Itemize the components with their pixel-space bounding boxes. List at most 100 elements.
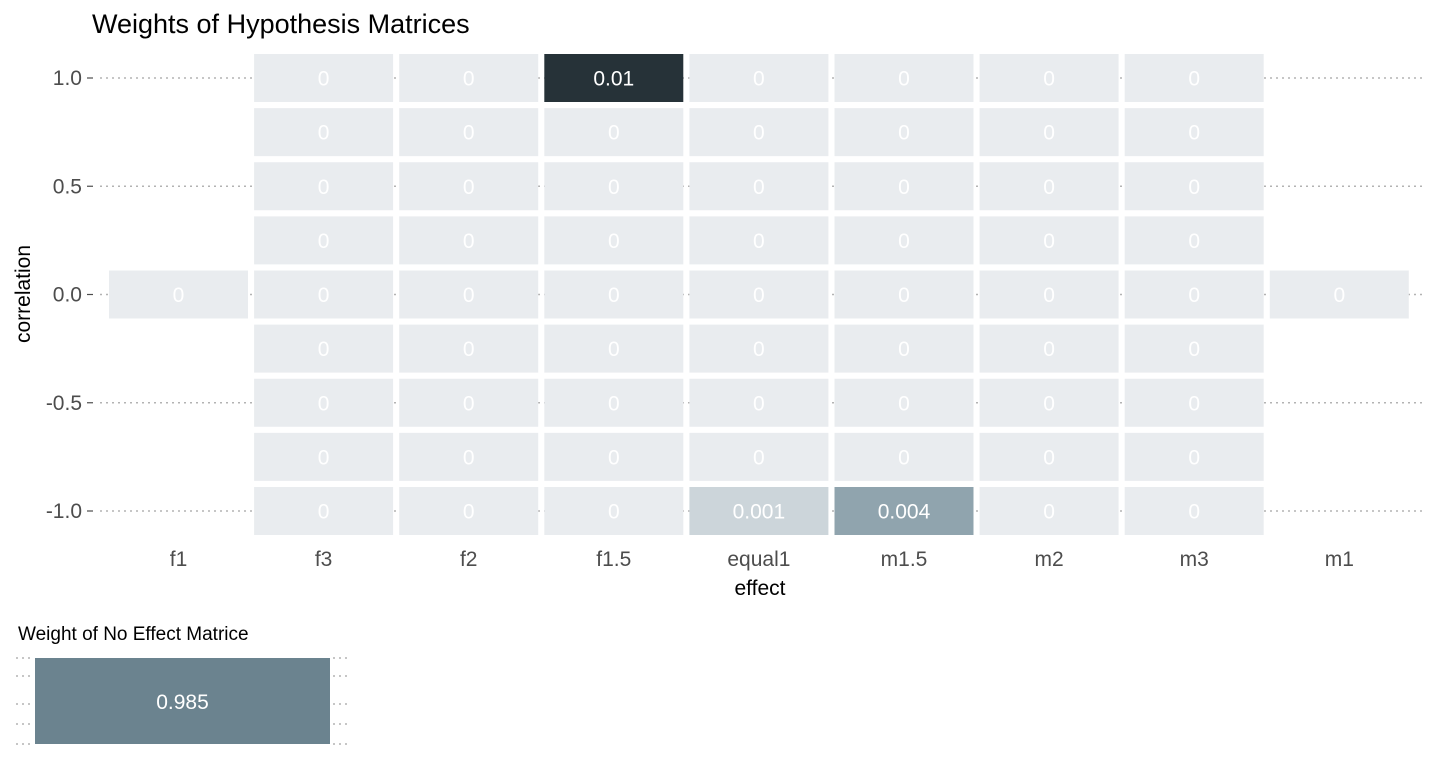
heatmap-cell-label: 0.001 bbox=[733, 501, 786, 524]
heatmap-cell-label: 0 bbox=[1188, 230, 1200, 253]
no-effect-title: Weight of No Effect Matrice bbox=[18, 624, 249, 645]
heatmap-cell-label: 0 bbox=[1333, 284, 1345, 307]
heatmap-cells: 0 0 0 0 0.01 0 0 0 0 0 0 0 0 0 0 0 0 0 0 0 0 0 0 0 0 0 0 0 0 0 0 0 0 0 0 0 0… bbox=[109, 54, 1409, 535]
heatmap-cell-label: 0 bbox=[318, 68, 330, 91]
x-tick-label: f1.5 bbox=[596, 548, 631, 571]
heatmap-cell bbox=[1124, 162, 1264, 211]
x-axis-label: effect bbox=[735, 577, 786, 600]
y-tick-label: -1.0 bbox=[46, 500, 82, 523]
heatmap-cell bbox=[689, 54, 829, 102]
heatmap-cell bbox=[689, 487, 829, 535]
heatmap-cell bbox=[254, 108, 394, 157]
heatmap-cell-label: 0 bbox=[1188, 68, 1200, 91]
heatmap-cell bbox=[834, 162, 974, 211]
heatmap-cell bbox=[834, 378, 974, 427]
heatmap-cell bbox=[979, 162, 1119, 211]
heatmap-cell-label: 0 bbox=[898, 68, 910, 91]
heatmap-cell-label: 0 bbox=[1043, 338, 1055, 361]
x-tick-label: m2 bbox=[1035, 548, 1064, 571]
x-tick-label: m1 bbox=[1325, 548, 1354, 571]
heatmap-cell bbox=[544, 432, 684, 481]
heatmap-cell-label: 0 bbox=[753, 338, 765, 361]
heatmap-cell-label: 0 bbox=[1188, 392, 1200, 415]
no-effect-cell-label: 0.985 bbox=[156, 691, 209, 714]
heatmap-cell-label: 0 bbox=[608, 338, 620, 361]
heatmap-cell bbox=[979, 324, 1119, 373]
heatmap-cell bbox=[399, 108, 539, 157]
heatmap-cell bbox=[834, 487, 974, 535]
heatmap-cell-label: 0 bbox=[318, 501, 330, 524]
heatmap-cell-label: 0 bbox=[1043, 284, 1055, 307]
heatmap-cell-label: 0 bbox=[1043, 446, 1055, 469]
heatmap-cell-label: 0 bbox=[753, 68, 765, 91]
heatmap-cell bbox=[254, 378, 394, 427]
heatmap-cell bbox=[834, 108, 974, 157]
heatmap-cell-label: 0 bbox=[1043, 122, 1055, 145]
heatmap-cell bbox=[689, 216, 829, 265]
heatmap-cell-label: 0 bbox=[463, 501, 475, 524]
heatmap-cell-label: 0 bbox=[608, 122, 620, 145]
heatmap-cell bbox=[399, 162, 539, 211]
heatmap-cell-label: 0 bbox=[318, 122, 330, 145]
heatmap-cell-label: 0 bbox=[318, 284, 330, 307]
heatmap-cell-label: 0 bbox=[318, 392, 330, 415]
heatmap-cell bbox=[254, 487, 394, 535]
heatmap-cell bbox=[834, 324, 974, 373]
heatmap-cell bbox=[544, 270, 684, 319]
heatmap-cell-label: 0 bbox=[463, 176, 475, 199]
heatmap-cell-label: 0 bbox=[1188, 501, 1200, 524]
heatmap-cell bbox=[689, 108, 829, 157]
heatmap-cell bbox=[544, 378, 684, 427]
heatmap-cell-label: 0 bbox=[318, 230, 330, 253]
heatmap-cell-label: 0 bbox=[753, 122, 765, 145]
heatmap-cell bbox=[109, 270, 248, 319]
heatmap-cell-label: 0 bbox=[1188, 176, 1200, 199]
heatmap-cell bbox=[1124, 108, 1264, 157]
heatmap-cell bbox=[544, 487, 684, 535]
heatmap-cell bbox=[399, 270, 539, 319]
heatmap-cell-label: 0 bbox=[898, 392, 910, 415]
heatmap-cell-label: 0 bbox=[463, 446, 475, 469]
y-axis-label: correlation bbox=[12, 245, 35, 343]
heatmap-cell bbox=[254, 162, 394, 211]
heatmap-cell bbox=[1124, 378, 1264, 427]
y-tick-label: 0.0 bbox=[53, 284, 82, 307]
heatmap-cell-label: 0 bbox=[898, 176, 910, 199]
heatmap-cell bbox=[1124, 324, 1264, 373]
heatmap-cell bbox=[544, 108, 684, 157]
heatmap-cell-label: 0 bbox=[1188, 338, 1200, 361]
heatmap-cell-label: 0 bbox=[318, 446, 330, 469]
heatmap-cell bbox=[689, 270, 829, 319]
heatmap-cell bbox=[1124, 54, 1264, 102]
heatmap-cell bbox=[254, 216, 394, 265]
heatmap-cell-label: 0 bbox=[463, 392, 475, 415]
heatmap-cell bbox=[979, 54, 1119, 102]
heatmap-cell-label: 0 bbox=[898, 446, 910, 469]
heatmap-cell-label: 0 bbox=[608, 501, 620, 524]
heatmap-cell bbox=[979, 108, 1119, 157]
heatmap-cell-label: 0 bbox=[1043, 230, 1055, 253]
heatmap-cell bbox=[399, 54, 539, 102]
heatmap-cell-label: 0 bbox=[753, 230, 765, 253]
no-effect-panel: 0.985 bbox=[16, 657, 350, 745]
heatmap-cell-label: 0 bbox=[753, 284, 765, 307]
heatmap-cell bbox=[689, 162, 829, 211]
y-tick-label: -0.5 bbox=[46, 392, 82, 415]
chart-title: Weights of Hypothesis Matrices bbox=[92, 9, 470, 39]
heatmap-cell-label: 0 bbox=[1043, 501, 1055, 524]
heatmap-cell-label: 0.004 bbox=[878, 501, 931, 524]
heatmap-cell-label: 0 bbox=[1043, 176, 1055, 199]
heatmap-cell bbox=[1124, 216, 1264, 265]
heatmap-cell bbox=[1124, 487, 1264, 535]
heatmap-cell-label: 0 bbox=[173, 284, 185, 307]
heatmap-cell bbox=[1124, 432, 1264, 481]
heatmap-cell-label: 0 bbox=[898, 230, 910, 253]
y-tick-label: 0.5 bbox=[53, 175, 82, 198]
heatmap-cell-label: 0 bbox=[1043, 68, 1055, 91]
heatmap-cell bbox=[1124, 270, 1264, 319]
heatmap-cell bbox=[254, 270, 394, 319]
heatmap-cell-label: 0 bbox=[463, 284, 475, 307]
x-tick-label: f3 bbox=[315, 548, 333, 571]
heatmap-cell-label: 0 bbox=[463, 122, 475, 145]
heatmap-cell bbox=[544, 324, 684, 373]
